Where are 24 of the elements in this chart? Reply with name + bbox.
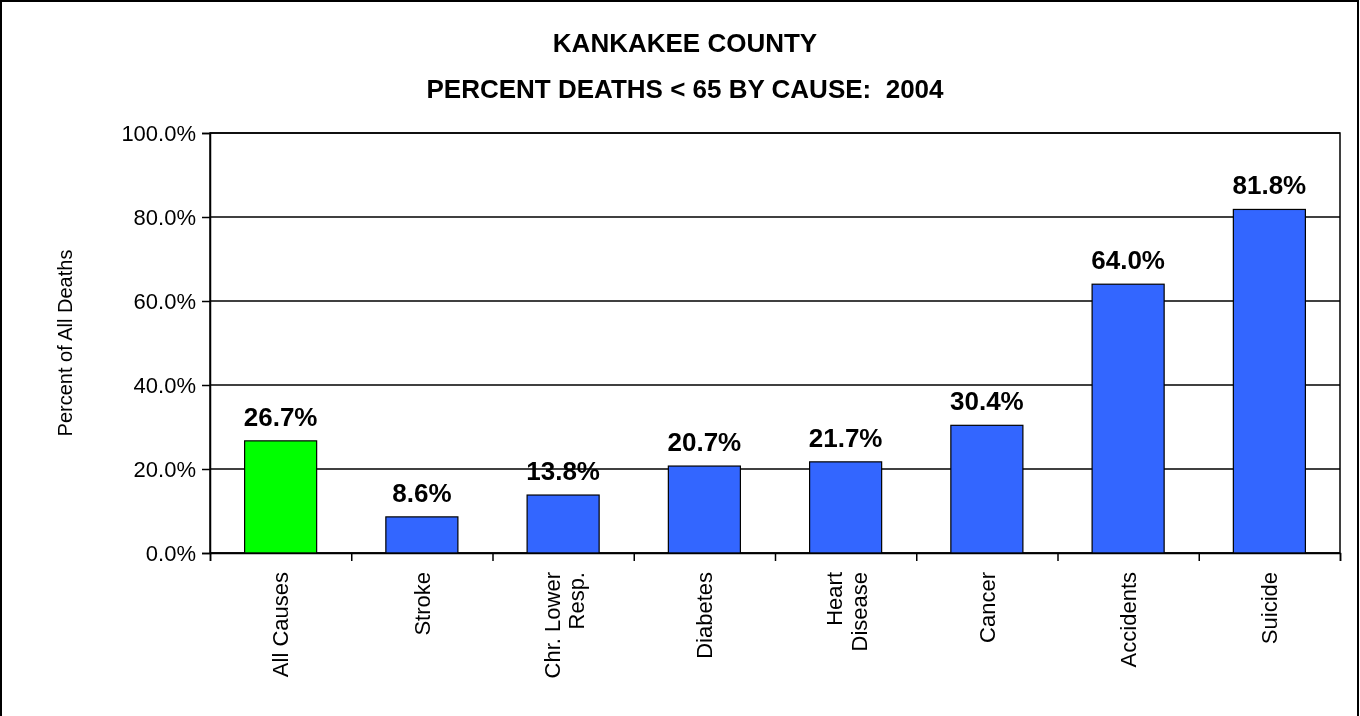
y-tick-label: 0.0% [145, 540, 196, 566]
x-tick-label: Chr. Lower Resp. [539, 572, 590, 679]
y-tick-label: 60.0% [133, 288, 196, 314]
x-tick-label: Heart Disease [822, 572, 872, 652]
x-tick-label: Stroke [409, 572, 435, 636]
chart-title: KANKAKEE COUNTY [552, 28, 818, 58]
y-tick-label: 20.0% [133, 456, 196, 482]
chart-subtitle: PERCENT DEATHS < 65 BY CAUSE: 2004 [426, 74, 945, 104]
y-tick-label: 100.0% [121, 120, 196, 146]
data-label: 30.4% [950, 386, 1024, 417]
data-label: 64.0% [1091, 245, 1165, 276]
y-tick-label: 40.0% [133, 372, 196, 398]
x-tick-label: Cancer [974, 572, 1000, 643]
data-label: 8.6% [392, 477, 452, 508]
x-tick-label: Suicide [1257, 572, 1283, 645]
y-axis-title: Percent of All Deaths [54, 249, 76, 437]
x-tick-label: All Causes [268, 572, 294, 678]
data-label: 21.7% [808, 422, 883, 453]
y-tick-label: 80.0% [133, 204, 196, 230]
x-tick-label: Diabetes [692, 572, 718, 659]
data-label: 26.7% [243, 401, 318, 432]
x-tick-label: Accidents [1115, 572, 1141, 668]
data-label: 81.8% [1232, 170, 1307, 201]
data-label: 20.7% [667, 427, 742, 458]
